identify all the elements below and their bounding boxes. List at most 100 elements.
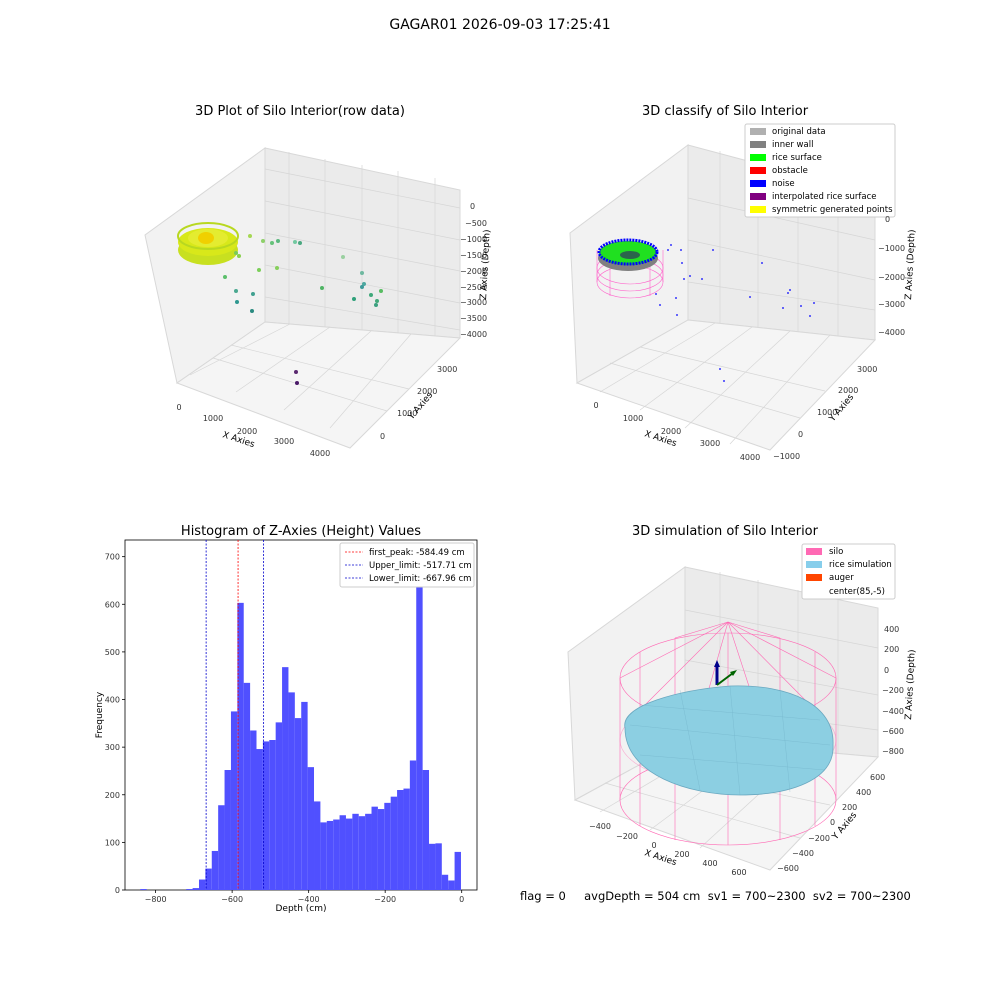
legend-swatch [750,206,766,213]
histogram-vlines [205,540,265,890]
histogram-bar [326,820,334,890]
y-tick-label: 0 [115,886,120,895]
classify-3d-plot: original data inner wall rice surface ob… [569,123,918,462]
histogram-bar [301,701,308,890]
histogram-bar [397,790,404,890]
legend-swatch [750,154,766,161]
histogram-xlabel: Depth (cm) [275,904,326,914]
y-tick-label: 200 [105,791,120,800]
histogram-bar [390,796,398,890]
y-tick-label: 600 [105,600,120,609]
histogram-bar [211,850,219,890]
legend-label: noise [772,179,795,189]
histogram-bar [186,889,193,890]
histogram-xticks: −800 −600 −400 −200 0 [145,890,464,904]
svg-text:−400: −400 [589,822,611,831]
histogram-bar [429,843,436,890]
svg-text:3000: 3000 [857,365,877,374]
raw-scatter-points [223,234,383,385]
legend-label: Upper_limit: -517.71 cm [369,561,472,571]
legend-label: Lower_limit: -667.96 cm [369,574,471,584]
svg-text:−3000: −3000 [460,298,487,307]
legend-swatch [806,561,822,568]
svg-text:−400: −400 [792,849,814,858]
histogram-bar [198,879,206,890]
classify-noise-points [655,244,815,382]
y-tick-label: 100 [105,838,120,847]
svg-text:−2000: −2000 [878,273,905,282]
histogram-bar [205,868,212,890]
legend-label: interpolated rice surface [772,192,877,202]
classify-zticks: 0 −1000 −2000 −3000 −4000 [878,215,905,337]
svg-text:0: 0 [380,432,385,441]
simulation-xticks: −400 −200 0 200 400 600 [589,822,747,877]
histogram-legend-box [339,542,475,588]
simulation-legend: silo rice simulation auger center(85,-5) [801,543,896,600]
auger-marker [714,660,737,686]
histogram-bar [345,818,353,890]
histogram-bar [377,809,385,890]
svg-text:200: 200 [842,803,857,812]
x-tick-label: −200 [374,895,396,904]
svg-text:−1000: −1000 [878,244,905,253]
classify-silo [596,238,664,299]
raw-floor-pane [175,321,462,449]
histogram-bar [314,801,321,890]
histogram-bar [441,874,449,890]
svg-text:0: 0 [470,202,475,211]
x-tick-label: 0 [459,895,464,904]
svg-text:0: 0 [651,841,656,850]
svg-text:−3500: −3500 [460,314,487,323]
classify-plot-title: 3D classify of Silo Interior [641,104,809,119]
histogram-bar [294,718,302,890]
simulation-zlabel: Z Axies (Depth) [904,649,918,720]
svg-text:0: 0 [884,666,889,675]
rice-surface-mesh [629,685,831,796]
histogram-yticks: 0 100 200 300 400 500 600 700 [105,553,125,895]
raw-zticks: 0 −500 −1000 −1500 −2000 −2500 −3000 −35… [460,202,487,339]
svg-text:200: 200 [674,850,689,859]
x-tick-label: −600 [221,895,243,904]
classify-zlabel: Z Axies (Depth) [904,229,918,300]
classify-gridlines [599,151,876,445]
svg-text:−1000: −1000 [460,235,487,244]
svg-text:4000: 4000 [740,453,760,462]
raw-plot-title: 3D Plot of Silo Interior(row data) [195,104,405,119]
svg-text:4000: 4000 [310,449,330,458]
legend-swatch [750,141,766,148]
histogram-bar [250,730,257,890]
histogram-ylabel: Frequency [95,691,105,738]
histogram-bar [371,806,378,890]
svg-text:−1500: −1500 [460,251,487,260]
svg-text:0: 0 [798,430,803,439]
raw-yticks: 0 1000 2000 3000 [380,365,457,441]
raw-silo-ring [177,222,239,265]
svg-text:−2000: −2000 [460,267,487,276]
histogram-bar [365,813,372,890]
svg-text:−4000: −4000 [460,330,487,339]
svg-text:1000: 1000 [623,414,643,423]
svg-text:2000: 2000 [838,386,858,395]
histogram-bar [358,816,366,890]
histogram-bar [288,692,295,890]
histogram-bar [243,682,251,890]
legend-label: inner wall [772,140,813,150]
svg-text:−600: −600 [777,864,799,873]
histogram-bar [262,741,270,890]
histogram-bar [333,819,340,890]
y-tick-label: 700 [105,553,120,562]
svg-text:200: 200 [884,645,899,654]
legend-label: original data [772,127,826,137]
svg-text:2000: 2000 [237,427,257,436]
svg-text:−800: −800 [882,747,904,756]
simulation-zticks: 400 200 0 −200 −400 −600 −800 [882,625,904,756]
histogram-bar [230,711,238,890]
x-tick-label: −800 [145,895,167,904]
svg-text:−2500: −2500 [460,283,487,292]
histogram-bar [307,767,315,890]
histogram-bar [224,770,231,890]
x-tick-label: −400 [298,895,320,904]
y-tick-label: 400 [105,696,120,705]
legend-swatch [750,167,766,174]
